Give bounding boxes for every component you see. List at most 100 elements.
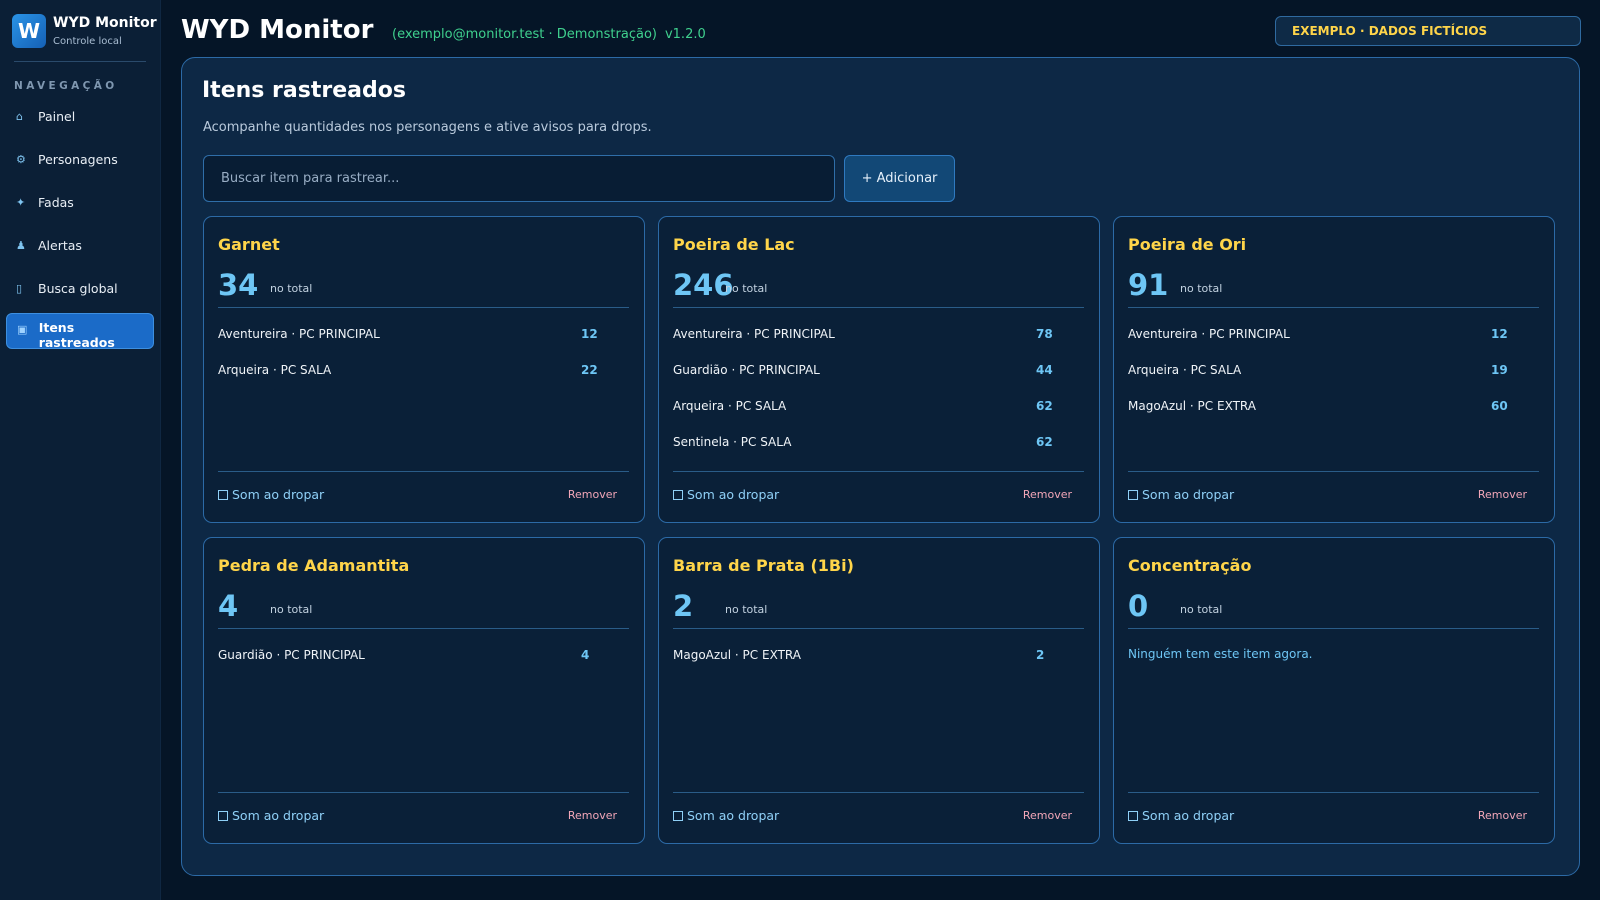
version-label: v1.2.0 <box>664 27 706 42</box>
character-count: 78 <box>1036 327 1053 341</box>
sound-toggle-label: Som ao dropar <box>232 808 325 823</box>
personagens-icon: ⚙ <box>16 152 26 166</box>
sidebar-item-painel[interactable]: ⌂ Painel <box>6 98 154 134</box>
character-count: 60 <box>1491 399 1508 413</box>
character-list: Guardião · PC PRINCIPAL 4 <box>218 648 611 684</box>
sidebar-item-personagens[interactable]: ⚙ Personagens <box>6 141 154 177</box>
item-name: Garnet <box>218 235 280 254</box>
tracked-item-card: Poeira de Lac 246 no total Aventureira · PC… <box>658 216 1100 523</box>
character-label: Sentinela · PC SALA <box>673 435 792 449</box>
checkbox-icon[interactable] <box>1128 810 1138 821</box>
remove-item-button[interactable]: Remover <box>567 488 617 501</box>
tracked-item-card: Pedra de Adamantita 4 no total Guardião · P… <box>203 537 645 844</box>
alertas-icon: ♟ <box>16 238 26 252</box>
add-item-button[interactable]: + Adicionar <box>844 155 955 202</box>
tracked-item-card: Barra de Prata (1Bi) 2 no total MagoAzul · … <box>658 537 1100 844</box>
character-row: Aventureira · PC PRINCIPAL 12 <box>218 327 611 363</box>
remove-item-button[interactable]: Remover <box>1477 488 1527 501</box>
item-total: 246 <box>673 268 734 302</box>
panel-title: Itens rastreados <box>202 78 406 103</box>
sidebar-item-label: Fadas <box>38 194 74 210</box>
character-label: Arqueira · PC SALA <box>1128 363 1242 377</box>
character-count: 62 <box>1036 399 1053 413</box>
character-label: Guardião · PC PRINCIPAL <box>218 648 365 662</box>
checkbox-icon[interactable] <box>673 810 683 821</box>
tracked-item-card: Concentração 0 no total Ninguém tem este it… <box>1113 537 1555 844</box>
sound-on-drop-toggle[interactable]: Som ao dropar <box>1128 487 1234 502</box>
item-name: Concentração <box>1128 556 1252 575</box>
character-list: Aventureira · PC PRINCIPAL 78 Guardião · P… <box>673 327 1066 471</box>
fadas-icon: ✦ <box>16 195 26 209</box>
character-row: Guardião · PC PRINCIPAL 4 <box>218 648 611 684</box>
sound-toggle-label: Som ao dropar <box>1142 487 1235 502</box>
sound-on-drop-toggle[interactable]: Som ao dropar <box>673 808 779 823</box>
sidebar-item-busca-global[interactable]: ▯ Busca global <box>6 270 154 306</box>
brand: W WYD Monitor Controle local <box>12 14 157 48</box>
item-total-label: no total <box>270 603 313 616</box>
item-name: Poeira de Ori <box>1128 235 1247 254</box>
card-divider <box>1128 628 1539 629</box>
character-label: Guardião · PC PRINCIPAL <box>673 363 820 377</box>
empty-state-text: Ninguém tem este item agora. <box>1128 647 1313 661</box>
sidebar-item-fadas[interactable]: ✦ Fadas <box>6 184 154 220</box>
account-label: (exemplo@monitor.test · Demonstração) <box>392 27 657 42</box>
remove-item-button[interactable]: Remover <box>1022 809 1072 822</box>
character-row: Sentinela · PC SALA 62 <box>673 435 1066 471</box>
character-count: 22 <box>581 363 598 377</box>
brand-subtitle: Controle local <box>53 36 122 47</box>
character-count: 44 <box>1036 363 1053 377</box>
character-list: Aventureira · PC PRINCIPAL 12 Arqueira · P… <box>1128 327 1521 435</box>
item-search-input[interactable] <box>203 155 835 202</box>
remove-item-button[interactable]: Remover <box>1022 488 1072 501</box>
item-total-label: no total <box>725 603 768 616</box>
itens-rastreados-icon: ▣ <box>17 323 28 336</box>
item-name: Barra de Prata (1Bi) <box>673 556 854 575</box>
item-name: Poeira de Lac <box>673 235 795 254</box>
character-label: Arqueira · PC SALA <box>218 363 332 377</box>
remove-item-button[interactable]: Remover <box>567 809 617 822</box>
item-total-label: no total <box>1180 282 1223 295</box>
card-divider <box>1128 307 1539 308</box>
sidebar-nav: ⌂ Painel ⚙ Personagens ✦ Fadas ♟ Alertas ▯ Busca … <box>6 98 154 356</box>
card-footer-divider <box>1128 792 1539 793</box>
remove-item-button[interactable]: Remover <box>1477 809 1527 822</box>
item-total: 34 <box>218 268 259 302</box>
sound-on-drop-toggle[interactable]: Som ao dropar <box>218 808 324 823</box>
character-label: Aventureira · PC PRINCIPAL <box>218 327 380 341</box>
character-row: Aventureira · PC PRINCIPAL 78 <box>673 327 1066 363</box>
page-title: WYD Monitor <box>181 15 374 45</box>
sidebar-item-alertas[interactable]: ♟ Alertas <box>6 227 154 263</box>
sidebar-item-label: Personagens <box>38 151 118 167</box>
item-total: 4 <box>218 589 239 623</box>
checkbox-icon[interactable] <box>218 810 228 821</box>
checkbox-icon[interactable] <box>218 489 228 500</box>
nav-heading: NAVEGAÇÃO <box>14 80 118 92</box>
sound-on-drop-toggle[interactable]: Som ao dropar <box>218 487 324 502</box>
character-label: MagoAzul · PC EXTRA <box>673 648 801 662</box>
character-list: MagoAzul · PC EXTRA 2 <box>673 648 1066 684</box>
tracked-item-card: Poeira de Ori 91 no total Aventureira · PC … <box>1113 216 1555 523</box>
character-count: 4 <box>581 648 590 662</box>
sidebar-item-itens-rastreados[interactable]: ▣ Itens rastreados <box>6 313 154 350</box>
card-divider <box>673 307 1084 308</box>
character-row: Guardião · PC PRINCIPAL 44 <box>673 363 1066 399</box>
item-total-label: no total <box>1180 603 1223 616</box>
character-label: MagoAzul · PC EXTRA <box>1128 399 1256 413</box>
sound-toggle-label: Som ao dropar <box>232 487 325 502</box>
card-divider <box>673 628 1084 629</box>
panel-subtitle: Acompanhe quantidades nos personagens e … <box>203 120 652 135</box>
sidebar: W WYD Monitor Controle local NAVEGAÇÃO ⌂… <box>0 0 161 900</box>
checkbox-icon[interactable] <box>673 489 683 500</box>
sound-on-drop-toggle[interactable]: Som ao dropar <box>1128 808 1234 823</box>
checkbox-icon[interactable] <box>1128 489 1138 500</box>
brand-name: WYD Monitor <box>53 15 157 31</box>
sidebar-divider <box>14 61 146 62</box>
character-count: 62 <box>1036 435 1053 449</box>
sound-on-drop-toggle[interactable]: Som ao dropar <box>673 487 779 502</box>
account-info: (exemplo@monitor.test · Demonstração) v1.… <box>392 27 714 42</box>
sidebar-item-label: Itens rastreados <box>38 320 115 350</box>
character-list: Aventureira · PC PRINCIPAL 12 Arqueira · P… <box>218 327 611 399</box>
sound-toggle-label: Som ao dropar <box>687 487 780 502</box>
demo-badge: EXEMPLO · DADOS FICTÍCIOS <box>1275 16 1581 46</box>
card-footer-divider <box>218 471 629 472</box>
